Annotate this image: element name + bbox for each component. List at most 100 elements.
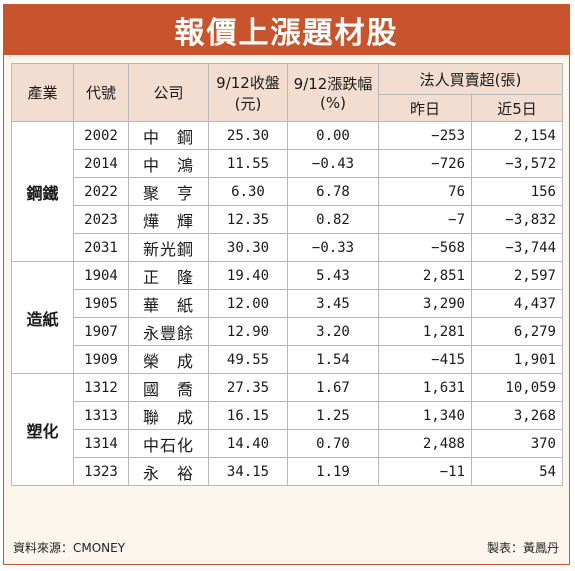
header-industry: 產業	[11, 63, 74, 122]
inst-5day-cell: −3,572	[471, 149, 563, 178]
company-name: 中石化	[142, 435, 194, 455]
table-row: 1905 華紙 12.00 3.45 3,290 4,437	[12, 289, 563, 318]
inst-yesterday-cell: −7	[378, 205, 472, 234]
change-pct-cell: 5.43	[287, 261, 379, 290]
inst-5day-cell: 1,901	[471, 345, 563, 374]
company-name: 永豐餘	[142, 323, 194, 343]
industry-cell: 塑化	[11, 373, 74, 486]
close-price-cell: 16.15	[208, 401, 288, 430]
company-name: 中鋼	[143, 127, 194, 147]
table-row: 2031 新光鋼 30.30 −0.33 −568 −3,744	[12, 233, 563, 262]
company-cell: 永豐餘	[128, 317, 209, 346]
change-pct-cell: 1.25	[287, 401, 379, 430]
close-price-cell: 34.15	[208, 457, 288, 486]
table-row: 1313 聯成 16.15 1.25 1,340 3,268	[12, 401, 563, 430]
table-row: 造紙 1904 正隆 19.40 5.43 2,851 2,597	[11, 261, 563, 374]
company-name: 聚亨	[143, 183, 194, 203]
inst-5day-cell: 156	[471, 177, 563, 206]
table-row: 1323 永裕 34.15 1.19 −11 54	[12, 457, 563, 486]
code-cell: 1313	[73, 401, 129, 430]
header-close-line2: (元)	[234, 94, 262, 113]
table-body: 鋼鐵 2002 中鋼 25.30 0.00 −253 2,154 2014 中鴻 11.55 −0.…	[11, 121, 563, 486]
inst-5day-cell: 54	[471, 457, 563, 486]
company-cell: 正隆	[128, 261, 209, 290]
change-pct-cell: −0.43	[287, 149, 379, 178]
company-name: 華紙	[143, 295, 194, 315]
inst-yesterday-cell: 1,281	[378, 317, 472, 346]
close-price-cell: 27.35	[208, 373, 288, 402]
header-change-line1: 9/12漲跌幅	[293, 75, 373, 93]
code-cell: 2002	[73, 121, 129, 150]
header-5days: 近5日	[471, 94, 563, 122]
inst-yesterday-cell: −11	[378, 457, 472, 486]
page-title: 報價上漲題材股	[4, 5, 569, 55]
company-name: 永裕	[143, 463, 194, 483]
close-price-cell: 12.90	[208, 317, 288, 346]
header-close-line1: 9/12收盤	[216, 73, 280, 92]
close-price-cell: 49.55	[208, 345, 288, 374]
code-cell: 1323	[73, 457, 129, 486]
change-pct-cell: 3.45	[287, 289, 379, 318]
close-price-cell: 30.30	[208, 233, 288, 262]
code-cell: 1904	[73, 261, 129, 290]
close-price-cell: 6.30	[208, 177, 288, 206]
industry-cell: 造紙	[11, 261, 74, 374]
industry-cell: 鋼鐵	[11, 121, 74, 262]
close-price-cell: 19.40	[208, 261, 288, 290]
company-cell: 永裕	[128, 457, 209, 486]
table-card: 報價上漲題材股 產業 代號 公司 9/12收盤 (元) 9/12漲跌幅	[3, 4, 570, 565]
header-change: 9/12漲跌幅 (%)	[287, 63, 379, 122]
change-pct-cell: 1.19	[287, 457, 379, 486]
header-yesterday: 昨日	[378, 94, 472, 122]
inst-yesterday-cell: 1,340	[378, 401, 472, 430]
company-name: 燁輝	[143, 211, 194, 231]
inst-yesterday-cell: 1,631	[378, 373, 472, 402]
stock-table: 產業 代號 公司 9/12收盤 (元) 9/12漲跌幅 (%) 法人買賣超(張)…	[11, 63, 563, 486]
change-pct-cell: 0.00	[287, 121, 379, 150]
source-note: 資料來源：CMONEY	[13, 541, 126, 555]
header-code: 代號	[73, 63, 129, 122]
inst-5day-cell: −3,832	[471, 205, 563, 234]
company-name: 中鴻	[143, 155, 194, 175]
company-cell: 榮成	[128, 345, 209, 374]
company-name: 新光鋼	[142, 239, 194, 259]
table-row: 1314 中石化 14.40 0.70 2,488 370	[12, 429, 563, 458]
change-pct-cell: 1.54	[287, 345, 379, 374]
close-price-cell: 11.55	[208, 149, 288, 178]
company-cell: 中鋼	[128, 121, 209, 150]
company-name: 正隆	[143, 267, 194, 287]
inst-5day-cell: −3,744	[471, 233, 563, 262]
inst-5day-cell: 2,154	[471, 121, 563, 150]
code-cell: 1312	[73, 373, 129, 402]
code-cell: 1314	[73, 429, 129, 458]
close-price-cell: 14.40	[208, 429, 288, 458]
company-name: 榮成	[143, 351, 194, 371]
inst-yesterday-cell: 3,290	[378, 289, 472, 318]
company-cell: 華紙	[128, 289, 209, 318]
code-cell: 1909	[73, 345, 129, 374]
company-cell: 燁輝	[128, 205, 209, 234]
table-header: 產業 代號 公司 9/12收盤 (元) 9/12漲跌幅 (%) 法人買賣超(張)…	[11, 63, 563, 122]
header-change-line2: (%)	[320, 94, 346, 112]
table-row: 2014 中鴻 11.55 −0.43 −726 −3,572	[12, 149, 563, 178]
change-pct-cell: 3.20	[287, 317, 379, 346]
change-pct-cell: 0.82	[287, 205, 379, 234]
inst-yesterday-cell: −726	[378, 149, 472, 178]
close-price-cell: 12.00	[208, 289, 288, 318]
code-cell: 2023	[73, 205, 129, 234]
inst-yesterday-cell: 2,488	[378, 429, 472, 458]
inst-5day-cell: 4,437	[471, 289, 563, 318]
inst-5day-cell: 3,268	[471, 401, 563, 430]
header-close: 9/12收盤 (元)	[208, 63, 288, 122]
change-pct-cell: −0.33	[287, 233, 379, 262]
code-cell: 1907	[73, 317, 129, 346]
close-price-cell: 12.35	[208, 205, 288, 234]
footer: 資料來源：CMONEY 製表：黃鳳丹	[13, 539, 559, 559]
company-name: 國喬	[143, 379, 194, 399]
inst-5day-cell: 2,597	[471, 261, 563, 290]
header-institutional: 法人買賣超(張)	[378, 63, 563, 95]
inst-yesterday-cell: 76	[378, 177, 472, 206]
code-cell: 1905	[73, 289, 129, 318]
company-cell: 中鴻	[128, 149, 209, 178]
inst-yesterday-cell: 2,851	[378, 261, 472, 290]
